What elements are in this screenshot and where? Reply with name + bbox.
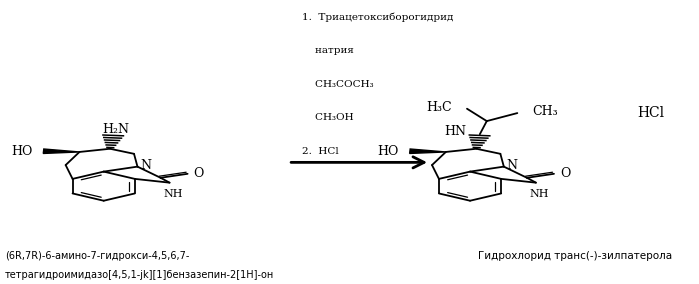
Text: CH₃COCH₃: CH₃COCH₃ <box>302 80 374 89</box>
Text: натрия: натрия <box>302 46 354 55</box>
Text: Гидрохлорид транс(-)-зилпатерола: Гидрохлорид транс(-)-зилпатерола <box>478 250 672 260</box>
Text: (6R,7R)-6-амино-7-гидрокси-4,5,6,7-: (6R,7R)-6-амино-7-гидрокси-4,5,6,7- <box>5 250 189 260</box>
Polygon shape <box>43 149 80 153</box>
Text: NH: NH <box>530 189 549 199</box>
Text: H₂N: H₂N <box>103 123 130 136</box>
Text: N: N <box>140 159 151 172</box>
Text: O: O <box>560 167 570 180</box>
Text: CH₃: CH₃ <box>533 105 558 118</box>
Text: 2.  HCl: 2. HCl <box>302 147 339 156</box>
Text: N: N <box>507 159 518 172</box>
FancyArrowPatch shape <box>291 157 424 168</box>
Text: O: O <box>194 167 204 180</box>
Text: 1.  Триацетоксиборогидрид: 1. Триацетоксиборогидрид <box>302 12 454 22</box>
Text: NH: NH <box>164 189 182 199</box>
Text: H₃C: H₃C <box>426 101 452 114</box>
Polygon shape <box>410 149 446 153</box>
Text: HCl: HCl <box>637 106 665 120</box>
Text: CH₃OH: CH₃OH <box>302 113 354 122</box>
Text: HO: HO <box>11 145 32 158</box>
Text: тетрагидроимидазо[4,5,1-jk][1]бензазепин-2[1H]-он: тетрагидроимидазо[4,5,1-jk][1]бензазепин… <box>5 270 274 280</box>
Text: HN: HN <box>444 125 466 138</box>
Text: HO: HO <box>377 145 399 158</box>
